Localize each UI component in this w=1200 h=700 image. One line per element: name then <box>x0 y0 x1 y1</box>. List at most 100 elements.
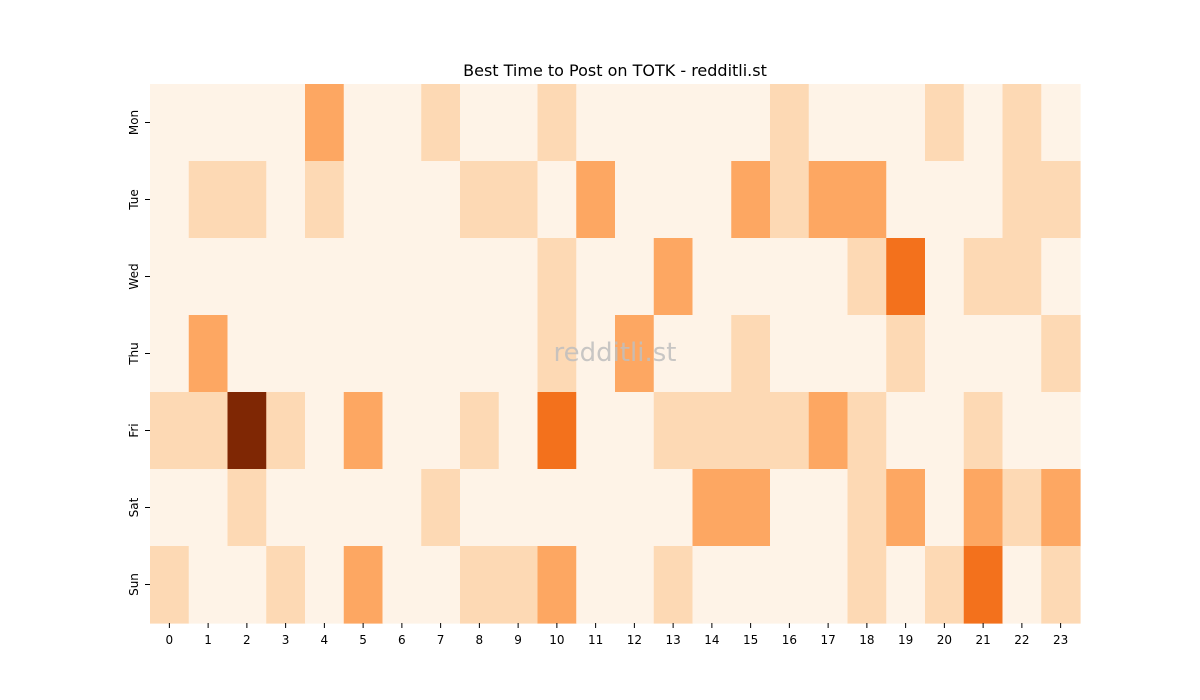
heatmap-cell <box>460 315 500 393</box>
heatmap-cell <box>808 238 849 316</box>
heatmap-cell <box>963 315 1004 393</box>
heatmap-cell <box>963 161 1004 239</box>
heatmap-cell <box>925 238 965 316</box>
x-tick-label: 21 <box>975 633 990 647</box>
heatmap-cell <box>886 392 926 470</box>
heatmap-cell <box>150 161 190 239</box>
heatmap-cell <box>343 161 384 239</box>
heatmap-cell <box>188 469 229 547</box>
heatmap-cell <box>925 84 965 162</box>
heatmap-cell <box>382 546 422 624</box>
heatmap-cell <box>1041 315 1081 393</box>
heatmap-cell <box>1002 469 1042 547</box>
heatmap-cell <box>188 161 229 239</box>
heatmap-cell <box>498 84 539 162</box>
heatmap-cell <box>150 84 190 162</box>
x-tick-label: 22 <box>1014 633 1029 647</box>
x-tick-label: 8 <box>476 633 484 647</box>
heatmap-cell <box>382 392 422 470</box>
x-tick-label: 17 <box>820 633 835 647</box>
heatmap-cell <box>305 546 345 624</box>
heatmap-cell <box>421 392 461 470</box>
heatmap-cell <box>615 392 655 470</box>
heatmap-cell <box>925 546 965 624</box>
heatmap-cell <box>305 84 345 162</box>
heatmap-cell <box>653 315 694 393</box>
heatmap-cell <box>770 392 810 470</box>
heatmap-cell <box>576 546 616 624</box>
heatmap-cell <box>653 161 694 239</box>
heatmap-cell <box>382 84 422 162</box>
heatmap-cell <box>227 315 267 393</box>
heatmap-cell <box>498 161 539 239</box>
x-tick-label: 4 <box>321 633 329 647</box>
heatmap-cell <box>576 469 616 547</box>
heatmap-cell <box>963 469 1004 547</box>
heatmap-cell <box>305 238 345 316</box>
heatmap-cell <box>847 238 887 316</box>
x-tick-label: 6 <box>398 633 406 647</box>
heatmap-cell <box>460 161 500 239</box>
heatmap-cell <box>266 84 306 162</box>
heatmap-cell <box>188 315 229 393</box>
heatmap-cell <box>847 392 887 470</box>
heatmap-cell <box>150 315 190 393</box>
heatmap-cell <box>343 546 384 624</box>
heatmap-cell <box>692 84 732 162</box>
heatmap-cell <box>498 315 539 393</box>
heatmap-cell <box>1002 546 1042 624</box>
heatmap-cell <box>692 392 732 470</box>
x-tick-label: 5 <box>359 633 367 647</box>
heatmap-cell <box>847 161 887 239</box>
heatmap-cell <box>886 84 926 162</box>
heatmap-cell <box>1002 238 1042 316</box>
heatmap-cell <box>460 238 500 316</box>
y-tick-label: Sun <box>127 573 141 596</box>
heatmap-cell <box>615 315 655 393</box>
y-tick-label: Wed <box>127 263 141 289</box>
heatmap-cell <box>692 161 732 239</box>
heatmap-cell <box>808 315 849 393</box>
heatmap-cell <box>498 546 539 624</box>
heatmap-cell <box>227 469 267 547</box>
heatmap-cell <box>576 161 616 239</box>
heatmap-cell <box>1041 392 1081 470</box>
heatmap-cell <box>847 84 887 162</box>
heatmap-cell <box>188 84 229 162</box>
heatmap-cell <box>1002 315 1042 393</box>
heatmap-cell <box>305 315 345 393</box>
x-tick-label: 16 <box>782 633 797 647</box>
heatmap-cell <box>770 546 810 624</box>
heatmap-cell <box>537 161 577 239</box>
heatmap-cell <box>847 469 887 547</box>
heatmap-cell <box>343 469 384 547</box>
heatmap-cell <box>421 469 461 547</box>
heatmap-cell <box>382 161 422 239</box>
heatmap-cell <box>498 238 539 316</box>
heatmap-cell <box>847 546 887 624</box>
heatmap-cell <box>1002 84 1042 162</box>
heatmap-cell <box>266 469 306 547</box>
x-tick-label: 0 <box>166 633 174 647</box>
heatmap-cell <box>963 546 1004 624</box>
heatmap-cell <box>731 392 771 470</box>
heatmap-cells <box>150 84 1081 624</box>
heatmap-cell <box>266 161 306 239</box>
heatmap-cell <box>227 84 267 162</box>
heatmap-cell <box>886 546 926 624</box>
heatmap-cell <box>963 392 1004 470</box>
heatmap-cell <box>460 546 500 624</box>
x-tick-label: 9 <box>514 633 522 647</box>
heatmap-cell <box>963 238 1004 316</box>
heatmap-cell <box>343 392 384 470</box>
y-axis: Mon Tue Wed Thu Fri Sat Sun <box>127 110 150 596</box>
heatmap-cell <box>692 546 732 624</box>
heatmap-cell <box>615 84 655 162</box>
heatmap-cell <box>886 238 926 316</box>
heatmap-cell <box>498 392 539 470</box>
heatmap-cell <box>266 238 306 316</box>
heatmap-cell <box>537 392 577 470</box>
heatmap-cell <box>421 161 461 239</box>
heatmap-cell <box>576 315 616 393</box>
